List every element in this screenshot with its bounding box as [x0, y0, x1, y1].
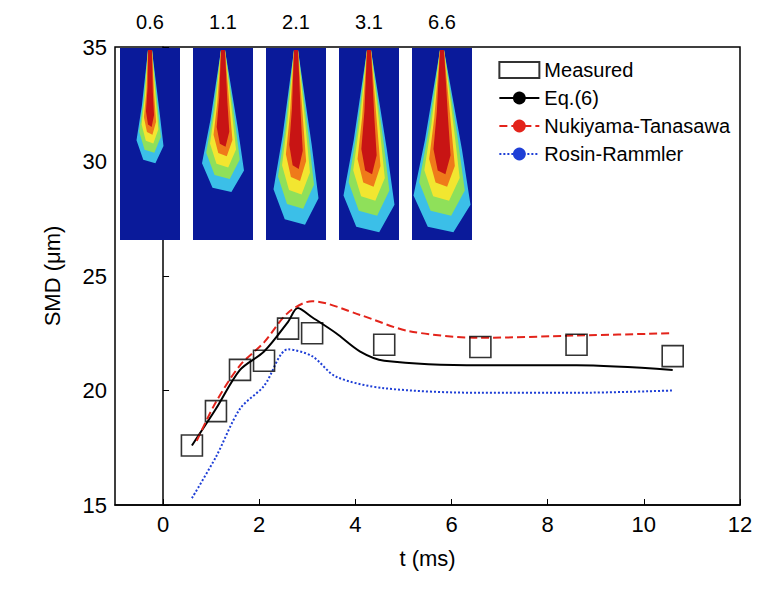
- svg-text:2.1: 2.1: [282, 11, 310, 33]
- svg-text:4: 4: [349, 512, 361, 537]
- svg-text:15: 15: [83, 493, 107, 518]
- svg-text:6.6: 6.6: [428, 11, 456, 33]
- svg-text:12: 12: [728, 512, 752, 537]
- svg-text:3.1: 3.1: [355, 11, 383, 33]
- svg-text:25: 25: [83, 264, 107, 289]
- svg-text:10: 10: [632, 512, 656, 537]
- svg-text:Measured: Measured: [544, 59, 633, 81]
- svg-text:0.6: 0.6: [136, 11, 164, 33]
- svg-text:30: 30: [83, 149, 107, 174]
- svg-text:Rosin-Rammler: Rosin-Rammler: [544, 143, 683, 165]
- svg-text:Eq.(6): Eq.(6): [544, 87, 598, 109]
- svg-text:SMD (μm): SMD (μm): [40, 226, 65, 327]
- svg-text:t (ms): t (ms): [399, 546, 455, 571]
- svg-text:0: 0: [157, 512, 169, 537]
- svg-text:6: 6: [445, 512, 457, 537]
- svg-text:35: 35: [83, 35, 107, 60]
- svg-text:Nukiyama-Tanasawa: Nukiyama-Tanasawa: [544, 115, 731, 137]
- svg-text:1.1: 1.1: [209, 11, 237, 33]
- svg-text:8: 8: [542, 512, 554, 537]
- svg-text:2: 2: [253, 512, 265, 537]
- svg-text:20: 20: [83, 378, 107, 403]
